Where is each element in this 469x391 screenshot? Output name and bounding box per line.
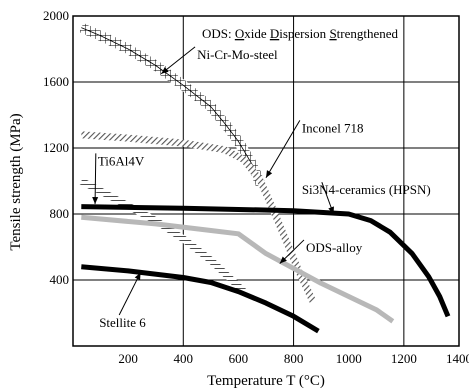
x-tick-label: 1200 (391, 351, 417, 366)
annotation-arrow (265, 120, 301, 178)
annotations: Ni-Cr-Mo-steel Inconel 718 Ti6Al4V Si3N4-ce… (92, 46, 431, 330)
plot-frame (72, 15, 460, 347)
x-tick-label: 1000 (336, 351, 362, 366)
tick-labels: 200 400 600 800 1000 1200 1400 400 800 1200 1600 20… (43, 8, 469, 366)
series-layer (79, 22, 451, 334)
annotation-arrowhead (279, 256, 287, 264)
series-si3n4-ceramics-hpsn- (81, 204, 451, 318)
series-inconel-718 (81, 131, 317, 303)
annotation-arrow (160, 46, 196, 75)
y-tick-label: 400 (50, 272, 70, 287)
annotation-arrowhead (134, 272, 141, 281)
annotation-label: Si3N4-ceramics (HPSN) (302, 182, 431, 197)
x-tick-label: 400 (174, 351, 194, 366)
y-tick-label: 1200 (43, 140, 69, 155)
x-tick-label: 200 (118, 351, 138, 366)
annotation-label: Stellite 6 (99, 315, 146, 330)
grid (73, 16, 459, 346)
series-ods-alloy (81, 214, 395, 324)
annotation-arrowhead (92, 197, 99, 205)
y-tick-label: 2000 (43, 8, 69, 23)
annotation-arrow (94, 153, 97, 205)
x-axis-label: Temperature T (°C) (207, 373, 325, 389)
annotation-arrowhead (266, 170, 273, 178)
annotation-label: Inconel 718 (302, 120, 364, 135)
series-outline (81, 27, 261, 185)
chart-title: ODS: Oxide Dispersion Strengthened (202, 26, 399, 41)
x-tick-label: 1400 (446, 351, 469, 366)
series-ti6al4v (79, 177, 247, 295)
y-axis-label: Tensile strength (MPa) (8, 113, 24, 250)
x-tick-label: 600 (229, 351, 249, 366)
x-tick-label: 800 (284, 351, 304, 366)
y-tick-label: 1600 (43, 74, 69, 89)
annotation-label: Ni-Cr-Mo-steel (197, 47, 278, 62)
annotation-label: ODS-alloy (306, 240, 363, 255)
annotation-arrowhead (161, 67, 169, 74)
y-tick-label: 800 (50, 206, 70, 221)
annotation-label: Ti6Al4V (98, 153, 145, 168)
annotation-arrowhead (328, 206, 334, 214)
series-stellite-6 (81, 264, 320, 334)
annotation-arrow (118, 272, 141, 316)
